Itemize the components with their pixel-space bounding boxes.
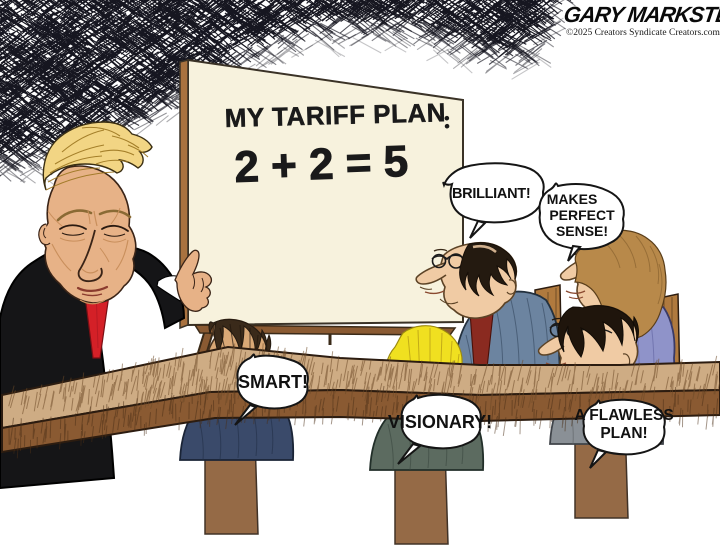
svg-text:PERFECT: PERFECT: [549, 207, 615, 223]
svg-text:©2025 Creators Syndicate Cre: ©2025 Creators Syndicate Creators.com: [566, 27, 720, 38]
svg-text:MAKES: MAKES: [547, 191, 598, 207]
svg-text:MY TARIFF PLAN: MY TARIFF PLAN: [224, 97, 446, 133]
svg-text:A FLAWLESS: A FLAWLESS: [574, 407, 673, 424]
svg-text:2 + 2 = 5: 2 + 2 = 5: [234, 137, 409, 192]
svg-text:BRILLIANT!: BRILLIANT!: [452, 186, 530, 202]
svg-text:SMART!: SMART!: [238, 372, 308, 392]
svg-text:GARY MARKSTEIN: GARY MARKSTEIN: [562, 2, 720, 27]
svg-text:SENSE!: SENSE!: [556, 223, 608, 239]
svg-text:VISIONARY!: VISIONARY!: [388, 412, 492, 432]
svg-text:PLAN!: PLAN!: [600, 425, 647, 442]
